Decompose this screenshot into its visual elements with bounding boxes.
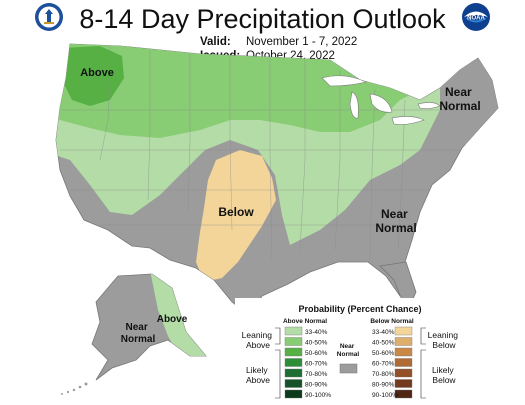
ne-line1: Near	[445, 85, 472, 99]
legend-above-swatch-6	[284, 389, 303, 399]
legend-below-swatch-6	[394, 389, 413, 399]
legend-leaning-below: Leaning Below	[428, 330, 461, 350]
near-line2: Normal	[337, 351, 360, 358]
leaning-below-line2: Below	[432, 340, 456, 350]
legend: Probability (Percent Chance) Above Norma…	[235, 298, 485, 404]
label-near-normal-se: Near Normal	[375, 207, 416, 235]
above-50-60-region	[62, 46, 124, 106]
legend-below-label-1: 40-50%	[372, 340, 395, 347]
near-line1: Near	[340, 343, 355, 350]
ak-line2: Normal	[121, 334, 156, 345]
legend-likely-above: Likely Above	[246, 365, 270, 385]
legend-near-swatch	[339, 363, 358, 374]
legend-above-label-2: 50-60%	[305, 350, 328, 357]
likely-above-line1: Likely	[246, 365, 268, 375]
legend-leaning-above: Leaning Above	[242, 330, 275, 350]
legend-near-header: Near Normal	[337, 343, 360, 358]
legend-below-label-2: 50-60%	[372, 350, 395, 357]
legend-above-swatch-3	[284, 358, 303, 367]
aleutian-islands	[61, 382, 88, 395]
legend-above-label-3: 60-70%	[305, 361, 328, 368]
legend-below-label-4: 70-80%	[372, 371, 395, 378]
legend-title: Probability (Percent Chance)	[298, 304, 421, 314]
legend-below-label-6: 90-100%	[372, 392, 398, 399]
legend-brackets	[275, 327, 426, 399]
legend-below-swatch-1	[394, 337, 413, 346]
page-title: 8-14 Day Precipitation Outlook	[79, 4, 446, 34]
legend-below-swatch-2	[394, 347, 413, 357]
legend-above-swatch-1	[284, 337, 303, 346]
legend-below-swatches: 33-40% 40-50% 50-60% 60-70% 70-80% 80-90% 90-1…	[372, 326, 413, 399]
leaning-above-line1: Leaning	[242, 330, 273, 340]
legend-below-label-3: 60-70%	[372, 361, 395, 368]
valid-label: Valid:	[200, 36, 231, 48]
legend-above-swatches: 33-40% 40-50% 50-60% 60-70% 70-80% 80-90% 90-1…	[284, 326, 331, 399]
label-above-ak: Above	[157, 314, 188, 325]
likely-below-line1: Likely	[432, 365, 454, 375]
label-near-normal-ak: Near Normal	[121, 322, 156, 345]
legend-below-swatch-5	[394, 379, 413, 388]
label-near-normal-ne: Near Normal	[439, 85, 480, 113]
legend-above-label-1: 40-50%	[305, 340, 328, 347]
legend-above-swatch-2	[284, 347, 303, 357]
below-33-40-region	[196, 150, 276, 282]
valid-line: Valid: November 1 - 7, 2022	[200, 36, 357, 48]
legend-above-label-4: 70-80%	[305, 371, 328, 378]
likely-below-line2: Below	[432, 375, 456, 385]
label-below-sw: Below	[218, 205, 254, 219]
ne-line2: Normal	[439, 99, 480, 113]
noaa-logo-text: NOAA	[467, 16, 485, 22]
legend-above-swatch-0	[284, 326, 303, 336]
legend-above-header: Above Normal	[283, 318, 327, 325]
se-line1: Near	[381, 207, 408, 221]
legend-above-label-0: 33-40%	[305, 329, 328, 336]
legend-likely-below: Likely Below	[432, 365, 456, 385]
state-boundaries	[60, 45, 470, 261]
legend-below-header: Below Normal	[370, 318, 414, 325]
likely-above-line2: Above	[246, 375, 270, 385]
great-lakes	[321, 75, 441, 125]
legend-below-label-5: 80-90%	[372, 382, 395, 389]
label-above-nw: Above	[80, 67, 114, 79]
legend-above-swatch-4	[284, 368, 303, 378]
legend-below-swatch-3	[394, 358, 413, 367]
legend-above-label-5: 80-90%	[305, 382, 328, 389]
se-line2: Normal	[375, 221, 416, 235]
leaning-below-line1: Leaning	[428, 330, 459, 340]
legend-below-swatch-0	[394, 326, 413, 336]
legend-background	[235, 298, 485, 404]
legend-below-label-0: 33-40%	[372, 329, 395, 336]
doc-seal-icon	[35, 3, 63, 31]
ak-line1: Near	[125, 322, 147, 333]
legend-above-swatch-5	[284, 379, 303, 388]
legend-above-label-6: 90-100%	[305, 392, 331, 399]
valid-value: November 1 - 7, 2022	[246, 36, 358, 48]
leaning-above-line2: Above	[246, 340, 270, 350]
legend-below-swatch-4	[394, 368, 413, 378]
noaa-logo-icon: NOAA	[462, 3, 490, 31]
